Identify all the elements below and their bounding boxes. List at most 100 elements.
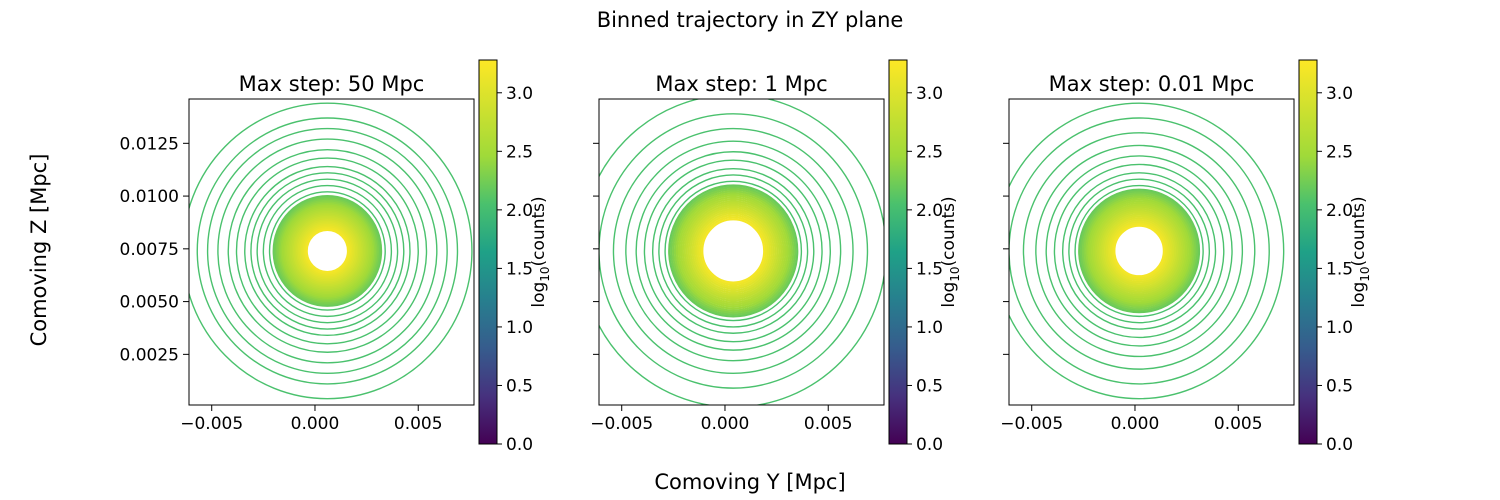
inner-ring bbox=[668, 184, 799, 318]
colorbar-tick-label: 3.0 bbox=[916, 84, 943, 104]
inner-ring bbox=[280, 203, 375, 299]
inner-ring bbox=[695, 212, 772, 290]
inner-ring bbox=[302, 225, 353, 277]
panels: Max step: 50 Mpc −0.005 0.000 0.005 0.0025 0.… bbox=[120, 59, 1372, 455]
outer-ring bbox=[227, 148, 428, 353]
colorbar-tick-label: 0.0 bbox=[1326, 435, 1353, 455]
inner-ring bbox=[1081, 192, 1197, 310]
outer-ring bbox=[1022, 132, 1256, 370]
inner-ring bbox=[1091, 201, 1188, 301]
inner-ring bbox=[293, 215, 362, 287]
outer-ring bbox=[1009, 117, 1270, 385]
x-tick-label: −0.005 bbox=[1000, 414, 1063, 434]
inner-ring bbox=[272, 194, 383, 307]
colorbar-tick-label: 2.0 bbox=[506, 201, 533, 221]
colorbar bbox=[1298, 59, 1318, 445]
x-tick-label: 0.005 bbox=[394, 414, 443, 434]
figure-xlabel: Comoving Y [Mpc] bbox=[654, 470, 845, 494]
outer-ring bbox=[256, 178, 399, 324]
inner-ring bbox=[693, 210, 774, 292]
inner-ring bbox=[285, 207, 370, 295]
inner-ring bbox=[1098, 209, 1180, 293]
panel-title: Max step: 1 Mpc bbox=[655, 72, 827, 96]
outer-ring bbox=[635, 151, 832, 351]
inner-ring bbox=[1102, 213, 1177, 289]
outer-ring bbox=[262, 184, 393, 318]
x-tick-label: 0.005 bbox=[1214, 414, 1263, 434]
inner-ring bbox=[691, 208, 776, 294]
outer-ring bbox=[599, 113, 869, 389]
y-tick-label: 0.0100 bbox=[120, 187, 179, 207]
colorbar-label: log10(counts) bbox=[1349, 196, 1372, 307]
outer-ring bbox=[658, 174, 809, 328]
inner-ring bbox=[288, 211, 367, 291]
colorbar-tick-label: 1.0 bbox=[1326, 318, 1353, 338]
inner-ring bbox=[683, 200, 783, 302]
outer-ring bbox=[643, 159, 823, 343]
outer-ring bbox=[651, 167, 815, 334]
colorbar-tick-label: 2.0 bbox=[916, 201, 943, 221]
inner-ring bbox=[697, 214, 770, 288]
inner-ring bbox=[670, 186, 797, 316]
outer-ring bbox=[612, 127, 854, 375]
panel-3: Max step: 0.01 Mpc −0.005 0.000 0.005 0.0 0.5… bbox=[1000, 59, 1372, 455]
panel-1: Max step: 50 Mpc −0.005 0.000 0.005 0.0025 0.… bbox=[120, 59, 552, 455]
outer-ring bbox=[244, 165, 411, 337]
inner-ring bbox=[675, 192, 791, 310]
y-tick-label: 0.0025 bbox=[120, 345, 179, 365]
inner-ring bbox=[294, 217, 361, 285]
outer-ring bbox=[189, 102, 473, 400]
axes-frame bbox=[1008, 98, 1295, 406]
inner-ring bbox=[286, 209, 369, 293]
inner-ring bbox=[283, 206, 372, 296]
outer-ring bbox=[206, 127, 448, 375]
colorbar-label: log10(counts) bbox=[939, 196, 962, 307]
figure-ylabel: Comoving Z [Mpc] bbox=[27, 154, 51, 347]
colorbar-tick-label: 1.5 bbox=[1326, 259, 1353, 279]
ring-group bbox=[189, 102, 473, 400]
colorbar-tick-label: 2.0 bbox=[1326, 201, 1353, 221]
x-tick-label: −0.005 bbox=[590, 414, 653, 434]
x-tick-label: 0.000 bbox=[291, 414, 340, 434]
colorbar-tick-label: 0.5 bbox=[506, 376, 533, 396]
colorbar-tick-label: 3.0 bbox=[506, 84, 533, 104]
outer-ring bbox=[250, 172, 405, 330]
colorbar-tick-label: 1.0 bbox=[916, 318, 943, 338]
inner-ring bbox=[274, 196, 381, 306]
outer-ring bbox=[625, 140, 842, 362]
inner-ring bbox=[1109, 220, 1169, 282]
y-tick-label: 0.0125 bbox=[120, 134, 179, 154]
colorbar-tick-label: 2.5 bbox=[916, 142, 943, 162]
inner-ring bbox=[1096, 207, 1182, 295]
inner-ring bbox=[1083, 194, 1195, 308]
colorbar-tick-label: 0.0 bbox=[916, 435, 943, 455]
outer-ring bbox=[1053, 163, 1225, 339]
inner-ring bbox=[289, 212, 365, 290]
inner-ring bbox=[1113, 224, 1165, 278]
inner-ring bbox=[1089, 199, 1190, 302]
inner-ring bbox=[689, 206, 777, 296]
panel-title: Max step: 50 Mpc bbox=[239, 72, 425, 96]
inner-ring bbox=[1107, 218, 1171, 284]
outer-ring bbox=[1061, 172, 1217, 330]
inner-ring bbox=[275, 198, 380, 304]
inner-ring bbox=[1087, 198, 1191, 304]
inner-ring bbox=[305, 228, 350, 274]
figure-suptitle: Binned trajectory in ZY plane bbox=[597, 8, 904, 32]
ring-group bbox=[599, 99, 884, 405]
panel-2: Max step: 1 Mpc −0.005 0.000 0.005 0.0 0.5 1.0… bbox=[590, 59, 962, 455]
inner-ring bbox=[291, 214, 364, 288]
outer-ring bbox=[1068, 178, 1211, 324]
colorbar-tick-label: 2.5 bbox=[506, 142, 533, 162]
colorbar bbox=[478, 59, 498, 445]
inner-ring bbox=[299, 222, 356, 280]
inner-ring bbox=[278, 201, 376, 301]
x-tick-label: 0.005 bbox=[804, 414, 853, 434]
axes-frame bbox=[188, 98, 475, 406]
inner-ring bbox=[297, 220, 357, 282]
outer-ring bbox=[268, 191, 386, 311]
colorbar-tick-label: 0.0 bbox=[506, 435, 533, 455]
inner-ring bbox=[681, 198, 785, 304]
y-tick-label: 0.0050 bbox=[120, 293, 179, 313]
